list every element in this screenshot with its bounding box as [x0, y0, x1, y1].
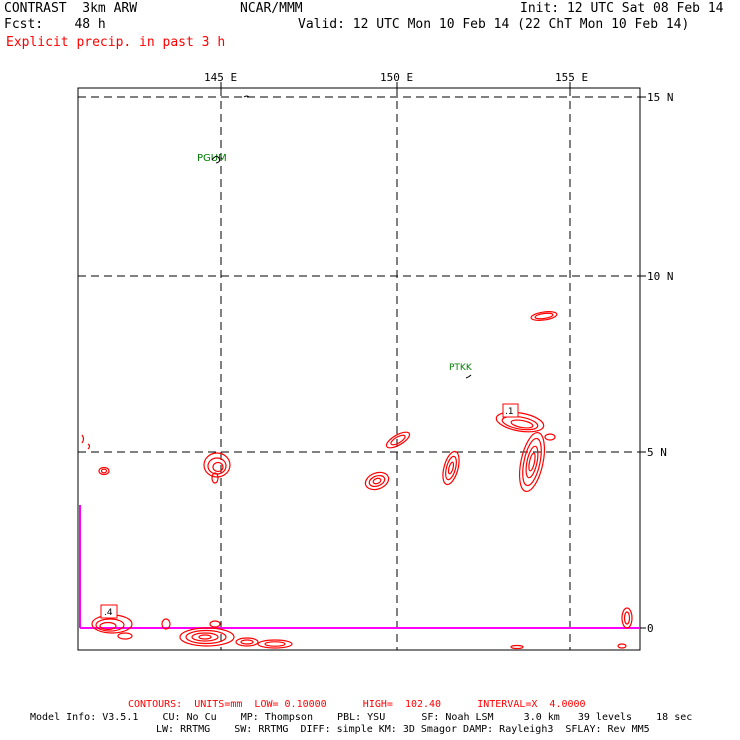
valid-time: Valid: 12 UTC Mon 10 Feb 14 (22 ChT Mon … [298, 17, 690, 32]
station-ptkk: PTKK [449, 363, 473, 373]
lon-ticks [220, 82, 571, 88]
max-label-1: .1 [502, 403, 519, 418]
max-label-2-text: .4 [104, 608, 113, 618]
map-frame [77, 87, 641, 651]
contour-info: CONTOURS: UNITS=mm LOW= 0.10000 HIGH= 10… [128, 699, 586, 710]
max-label-2: .4 [100, 604, 118, 619]
station-pgum: PGUM [197, 153, 227, 164]
lat-label-15: 15 N [647, 91, 674, 104]
precip-contours [81, 311, 633, 650]
lon-label-145: 145 E [204, 71, 237, 84]
lat-label-10: 10 N [647, 270, 674, 283]
field-title: Explicit precip. in past 3 h [6, 35, 226, 50]
forecast-hour: Fcst: 48 h [4, 17, 106, 32]
center-name: NCAR/MMM [240, 1, 303, 16]
domain-boundary [79, 505, 640, 629]
grid-lines [78, 88, 640, 650]
model-info-line-2: LW: RRTMG SW: RRTMG DIFF: simple KM: 3D … [156, 724, 650, 735]
lat-label-0: 0 [647, 622, 654, 635]
lat-label-5: 5 N [647, 446, 667, 459]
model-info-line-1: Model Info: V3.5.1 CU: No Cu MP: Thompso… [30, 712, 693, 723]
pgum-coastline [211, 155, 221, 164]
model-name: CONTRAST 3km ARW [4, 1, 138, 16]
lon-label-155: 155 E [555, 71, 588, 84]
lat-ticks [640, 96, 646, 629]
island-dot-top [243, 95, 250, 98]
ptkk-coastline [465, 374, 472, 379]
max-label-1-text: .1 [505, 407, 514, 417]
lon-label-150: 150 E [380, 71, 413, 84]
init-time: Init: 12 UTC Sat 08 Feb 14 [520, 1, 724, 16]
